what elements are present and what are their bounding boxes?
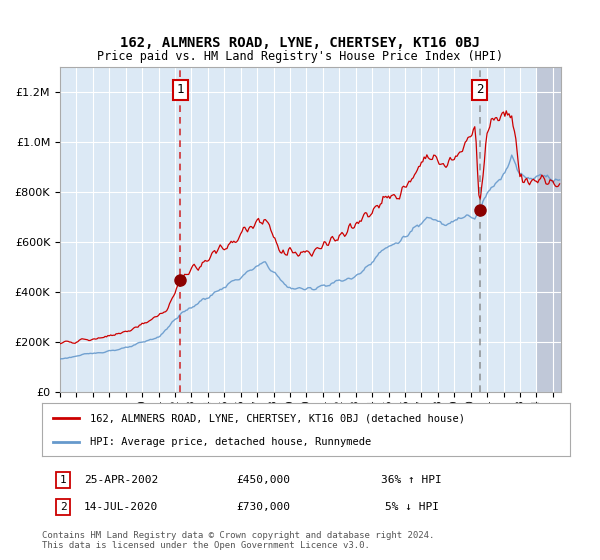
Text: 2: 2 [60,502,67,512]
Text: HPI: Average price, detached house, Runnymede: HPI: Average price, detached house, Runn… [89,436,371,446]
Text: 162, ALMNERS ROAD, LYNE, CHERTSEY, KT16 0BJ (detached house): 162, ALMNERS ROAD, LYNE, CHERTSEY, KT16 … [89,413,464,423]
Text: 1: 1 [176,83,184,96]
Text: 162, ALMNERS ROAD, LYNE, CHERTSEY, KT16 0BJ: 162, ALMNERS ROAD, LYNE, CHERTSEY, KT16 … [120,36,480,50]
Text: £450,000: £450,000 [237,475,291,485]
Text: 1: 1 [60,475,67,485]
Text: £730,000: £730,000 [237,502,291,512]
Text: 5% ↓ HPI: 5% ↓ HPI [385,502,439,512]
Text: 25-APR-2002: 25-APR-2002 [84,475,158,485]
Text: 36% ↑ HPI: 36% ↑ HPI [381,475,442,485]
Text: Contains HM Land Registry data © Crown copyright and database right 2024.
This d: Contains HM Land Registry data © Crown c… [42,531,434,550]
Text: 14-JUL-2020: 14-JUL-2020 [84,502,158,512]
Text: Price paid vs. HM Land Registry's House Price Index (HPI): Price paid vs. HM Land Registry's House … [97,50,503,63]
Bar [536,67,561,392]
Text: 2: 2 [476,83,483,96]
Bar [536,67,561,392]
